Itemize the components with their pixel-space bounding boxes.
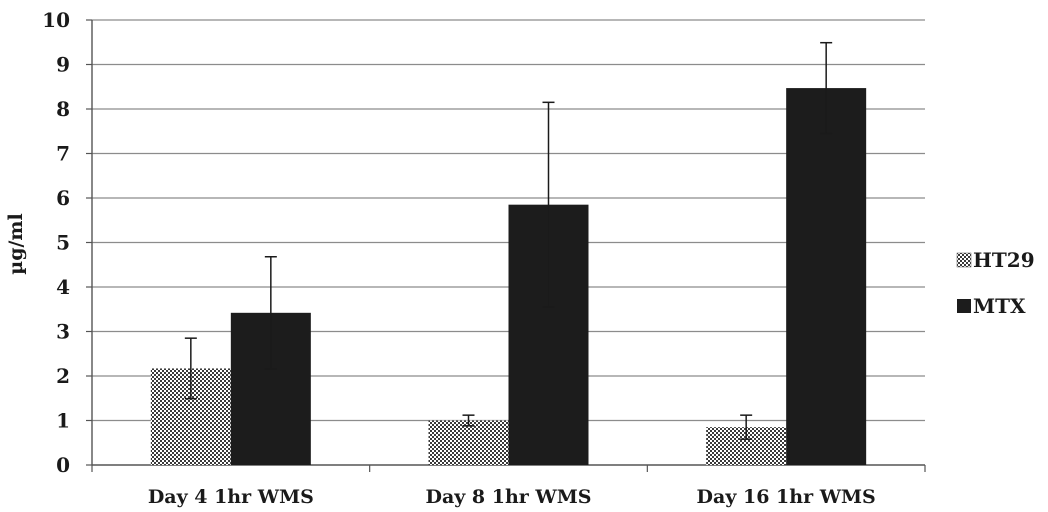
y-tick-label: 4 xyxy=(56,275,70,299)
bar-mtx-2 xyxy=(786,88,867,466)
y-tick-label: 5 xyxy=(56,231,70,255)
y-tick-label: 10 xyxy=(42,8,70,32)
y-tick-label: 0 xyxy=(56,453,70,477)
legend: HT29 MTX xyxy=(956,248,1035,318)
x-category-label: Day 4 1hr WMS xyxy=(148,486,314,508)
bars xyxy=(150,88,867,466)
y-tick-label: 3 xyxy=(56,320,70,344)
y-tick-label: 9 xyxy=(56,53,70,77)
legend-label: HT29 xyxy=(973,248,1035,272)
bar-ht29-1 xyxy=(428,420,509,465)
y-tick-labels: 0 1 2 3 4 5 6 7 8 9 10 xyxy=(42,8,70,477)
y-tick-label: 1 xyxy=(56,409,70,433)
legend-swatch xyxy=(957,299,971,313)
legend-label: MTX xyxy=(973,294,1026,318)
y-tick-label: 7 xyxy=(56,142,70,166)
legend-swatch xyxy=(956,252,972,268)
y-tick-label: 2 xyxy=(56,364,70,388)
legend-item-mtx: MTX xyxy=(957,294,1026,318)
y-tick-label: 6 xyxy=(56,186,70,210)
error-bars xyxy=(184,41,833,440)
x-category-label: Day 8 1hr WMS xyxy=(425,486,591,508)
y-tick-label: 8 xyxy=(56,97,70,121)
legend-item-ht29: HT29 xyxy=(956,248,1035,272)
x-category-labels: Day 4 1hr WMS Day 8 1hr WMS Day 16 1hr WMS xyxy=(148,486,876,508)
x-category-label: Day 16 1hr WMS xyxy=(697,486,876,508)
y-axis-label: µg/ml xyxy=(5,213,27,274)
